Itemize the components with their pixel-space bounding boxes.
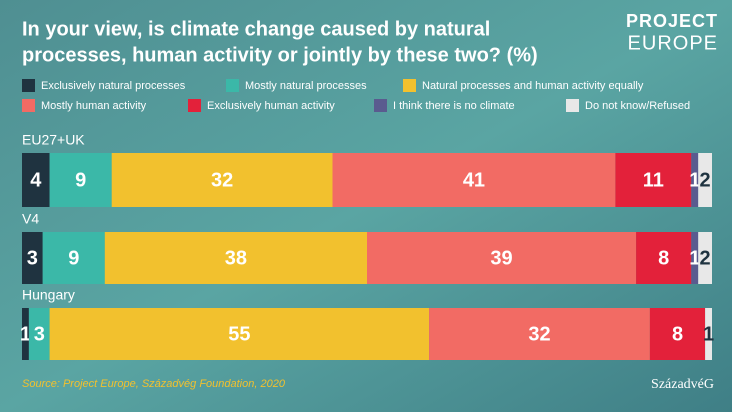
legend-swatch xyxy=(566,99,579,112)
logo: PROJECT xyxy=(626,11,718,31)
bar-segment xyxy=(698,153,712,207)
category-label: EU27+UK xyxy=(22,132,85,148)
data-label: 4 xyxy=(30,169,42,191)
data-label: 38 xyxy=(225,247,247,269)
data-label: 2 xyxy=(700,247,711,269)
bar-segment xyxy=(28,308,50,360)
bar-segment xyxy=(649,308,706,360)
data-label: 32 xyxy=(528,323,550,345)
bar-segment xyxy=(332,153,616,207)
legend-swatch xyxy=(22,79,35,92)
legend-swatch xyxy=(403,79,416,92)
data-label: 1 xyxy=(689,169,700,191)
legend-label: Exclusively human activity xyxy=(207,100,335,112)
bar-segment xyxy=(698,232,712,284)
legend-swatch xyxy=(226,79,239,92)
bar-segment xyxy=(705,308,712,360)
data-label: 41 xyxy=(463,169,485,191)
legend-label: Do not know/Refused xyxy=(585,100,690,112)
bar-segment xyxy=(429,308,650,360)
bar-segment xyxy=(104,232,368,284)
category-label: Hungary xyxy=(22,287,75,303)
data-label: 11 xyxy=(643,169,664,191)
bar-segment xyxy=(22,308,29,360)
legend-label: I think there is no climate xyxy=(393,100,515,112)
legend-label: Mostly human activity xyxy=(41,100,147,112)
data-label: 8 xyxy=(672,323,683,345)
data-label: 32 xyxy=(211,169,233,191)
data-label: 2 xyxy=(700,169,711,191)
data-label: 9 xyxy=(75,169,86,191)
data-label: 8 xyxy=(658,247,669,269)
bar-segment xyxy=(367,232,637,284)
bar-segment xyxy=(111,153,333,207)
bar-segment xyxy=(615,153,692,207)
data-label: 55 xyxy=(228,323,250,345)
bar-segment xyxy=(691,153,699,207)
legend-label: Natural processes and human activity equ… xyxy=(422,80,644,92)
bar-segment xyxy=(49,308,430,360)
data-label: 9 xyxy=(68,247,79,269)
logo: EUROPE xyxy=(628,32,718,54)
bar-segment xyxy=(691,232,699,284)
legend-label: Mostly natural processes xyxy=(245,80,367,92)
data-label: 3 xyxy=(27,247,38,269)
category-label: V4 xyxy=(22,211,39,227)
bar-segment xyxy=(636,232,692,284)
bar-segment xyxy=(22,153,50,207)
chart-title: processes, human activity or jointly by … xyxy=(22,44,538,66)
bar-segment xyxy=(22,232,43,284)
legend-swatch xyxy=(374,99,387,112)
chart-title: In your view, is climate change caused b… xyxy=(22,18,490,40)
data-label: 1 xyxy=(703,323,714,345)
bar-segment xyxy=(42,232,105,284)
source: Source: Project Europe, Századvég Founda… xyxy=(22,378,286,390)
brand: SzázadvéG xyxy=(651,377,714,392)
legend-swatch xyxy=(188,99,201,112)
bar-segment xyxy=(49,153,112,207)
data-label: 3 xyxy=(34,323,45,345)
data-label: 1 xyxy=(689,247,700,269)
legend-label: Exclusively natural processes xyxy=(41,80,186,92)
legend-swatch xyxy=(22,99,35,112)
data-label: 39 xyxy=(490,247,512,269)
data-label: 1 xyxy=(20,323,31,345)
